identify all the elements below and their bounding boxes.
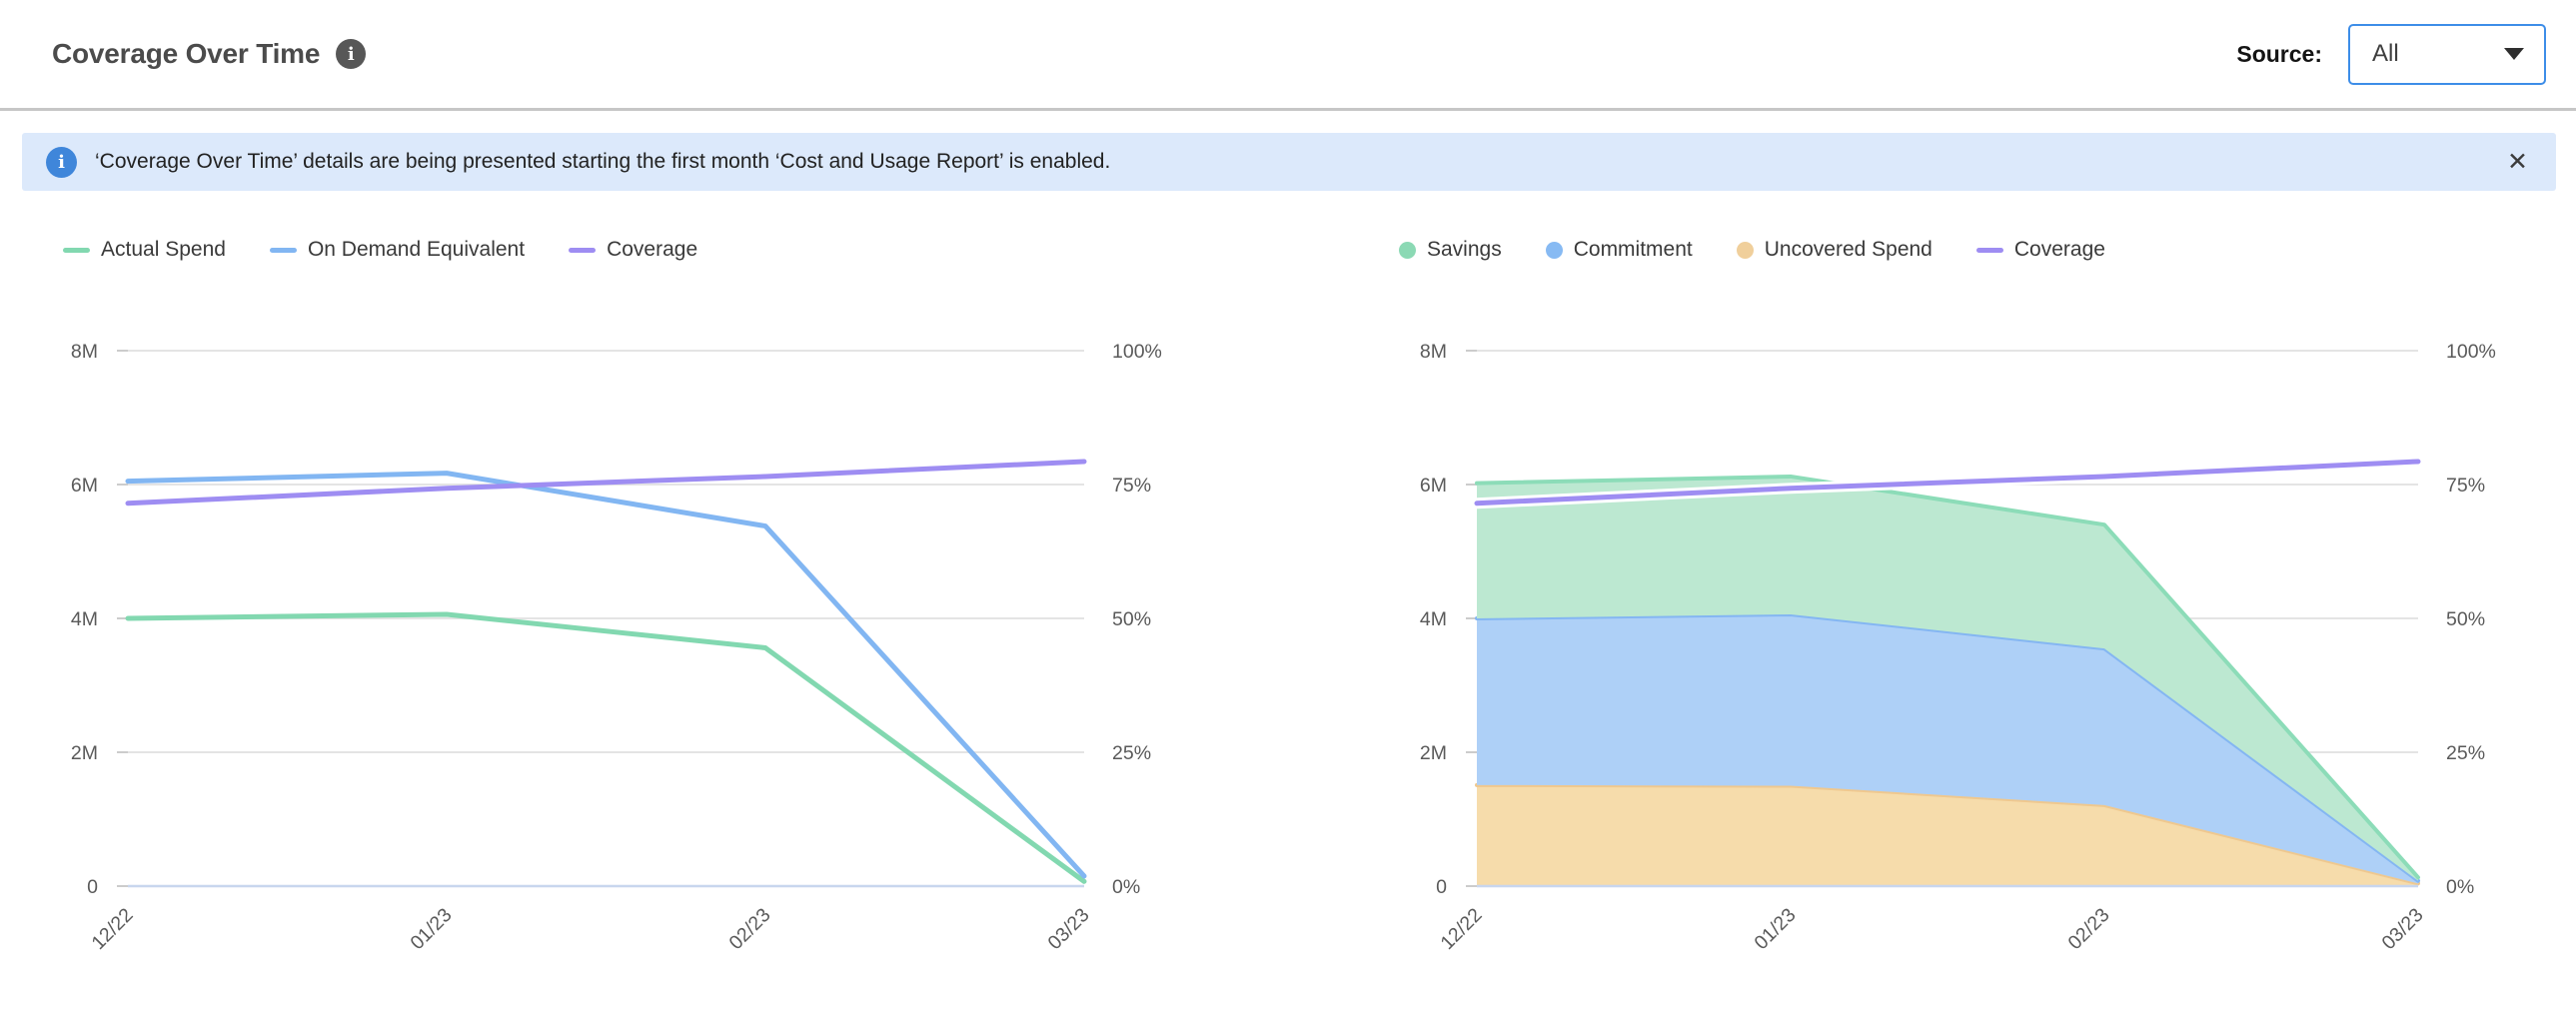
svg-text:8M: 8M (1420, 341, 1447, 363)
legend-label: Actual Spend (101, 238, 226, 261)
legend-line-icon (569, 247, 597, 253)
svg-text:0%: 0% (1112, 876, 1140, 898)
svg-text:100%: 100% (1112, 341, 1162, 363)
title-wrap: Coverage Over Time i (52, 38, 367, 70)
svg-text:6M: 6M (1420, 475, 1447, 497)
svg-text:02/23: 02/23 (2063, 904, 2113, 954)
svg-text:50%: 50% (1112, 608, 1151, 630)
line-chart-canvas: 0 0% 2M 25% 4M 50% 6M 75% 8M 100% 12/22 01/23 02/23 0… (71, 341, 1162, 954)
panel-header: Coverage Over Time i Source: All (0, 0, 2576, 108)
legend-item-on-demand-equivalent[interactable]: On Demand Equivalent (269, 238, 526, 262)
legend-label: On Demand Equivalent (307, 238, 526, 261)
source-dropdown-value: All (2372, 40, 2399, 67)
svg-text:12/22: 12/22 (1436, 904, 1486, 954)
svg-text:75%: 75% (1112, 475, 1151, 497)
banner-info-icon: i (46, 146, 77, 178)
legend-line-icon (269, 247, 297, 253)
legend-dot-icon (1736, 241, 1754, 259)
svg-text:12/22: 12/22 (87, 904, 137, 954)
svg-text:01/23: 01/23 (406, 904, 456, 954)
source-wrap: Source: All (2236, 23, 2546, 85)
close-icon[interactable]: ✕ (2507, 147, 2528, 176)
header-divider (0, 108, 2576, 111)
svg-text:01/23: 01/23 (1750, 904, 1800, 954)
svg-text:0: 0 (1436, 876, 1447, 898)
svg-text:25%: 25% (2446, 742, 2485, 764)
svg-text:75%: 75% (2446, 475, 2485, 497)
svg-text:03/23: 03/23 (2377, 904, 2427, 954)
svg-text:03/23: 03/23 (1043, 904, 1093, 954)
legend-line-icon (1975, 247, 2003, 253)
legend-item-uncovered-spend[interactable]: Uncovered Spend (1736, 238, 1932, 262)
coverage-line-chart-panel: Actual Spend On Demand Equivalent Coverage… (0, 225, 1279, 1014)
legend-item-coverage[interactable]: Coverage (569, 238, 697, 262)
svg-text:0: 0 (87, 876, 98, 898)
chevron-down-icon (2504, 48, 2524, 60)
banner-text: ‘Coverage Over Time’ details are being p… (95, 150, 1111, 173)
legend-dot-icon (1545, 241, 1563, 259)
svg-text:0%: 0% (2446, 876, 2474, 898)
legend-item-savings[interactable]: Savings (1399, 238, 1502, 262)
svg-text:25%: 25% (1112, 742, 1151, 764)
legend-line-icon (63, 247, 90, 253)
legend-label: Uncovered Spend (1764, 238, 1932, 261)
legend-dot-icon (1399, 241, 1416, 259)
info-banner: i ‘Coverage Over Time’ details are being… (22, 133, 2556, 191)
legend-item-actual-spend[interactable]: Actual Spend (63, 238, 226, 262)
legend-label: Savings (1427, 238, 1502, 261)
line-chart-legend: Actual Spend On Demand Equivalent Coverage (63, 225, 1279, 275)
legend-label: Coverage (607, 238, 698, 261)
legend-item-coverage[interactable]: Coverage (1975, 238, 2105, 262)
svg-text:4M: 4M (71, 608, 98, 630)
coverage-area-chart-panel: Savings Commitment Uncovered Spend Coverage… (1349, 225, 2576, 1014)
svg-text:4M: 4M (1420, 608, 1447, 630)
svg-text:8M: 8M (71, 341, 98, 363)
svg-text:6M: 6M (71, 475, 98, 497)
legend-label: Commitment (1573, 238, 1693, 261)
svg-text:2M: 2M (71, 742, 98, 764)
svg-text:2M: 2M (1420, 742, 1447, 764)
svg-text:02/23: 02/23 (724, 904, 774, 954)
area-chart-canvas: 0 0% 2M 25% 4M 50% 6M 75% 8M 100% 12/22 01/23 02/23 0… (1420, 341, 2496, 954)
page-title: Coverage Over Time (52, 38, 321, 69)
source-label: Source: (2236, 40, 2322, 67)
legend-item-commitment[interactable]: Commitment (1545, 238, 1693, 262)
svg-text:100%: 100% (2446, 341, 2496, 363)
legend-label: Coverage (2013, 238, 2105, 261)
source-dropdown[interactable]: All (2348, 23, 2546, 85)
area-chart-legend: Savings Commitment Uncovered Spend Coverage (1399, 225, 2576, 275)
info-icon[interactable]: i (336, 39, 367, 69)
svg-text:50%: 50% (2446, 608, 2485, 630)
